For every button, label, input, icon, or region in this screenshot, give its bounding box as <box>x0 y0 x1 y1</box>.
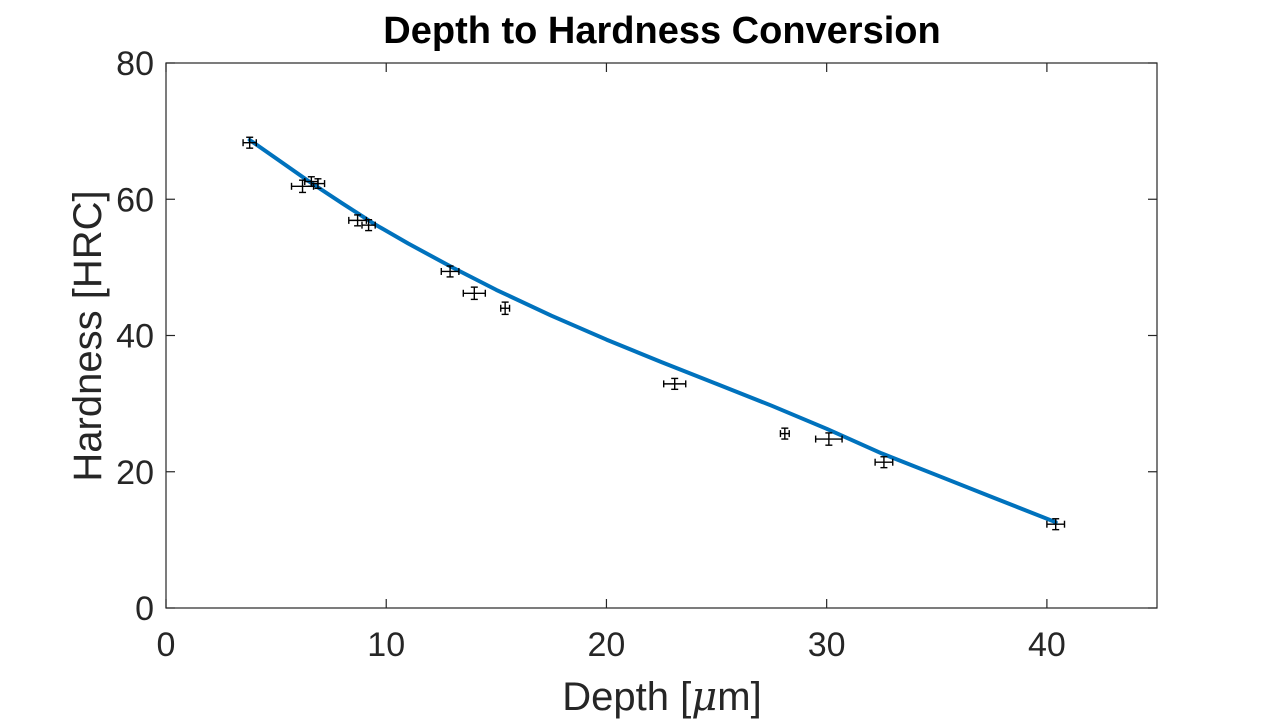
y-tick-label-4: 80 <box>116 45 154 83</box>
x-axis-label-suffix: m] <box>717 675 761 719</box>
data-point-13 <box>1046 518 1066 531</box>
x-axis-label-greek: μ <box>691 674 717 720</box>
y-tick-label-1: 20 <box>116 454 154 492</box>
data-point-11 <box>814 432 843 446</box>
x-axis-label-prefix: Depth [ <box>562 675 691 719</box>
x-tick-label-3: 30 <box>808 626 846 664</box>
measurement-points <box>242 136 1066 531</box>
data-point-7 <box>462 286 487 301</box>
fit-curve-layer <box>247 138 1058 525</box>
y-tick-label-3: 60 <box>116 181 154 219</box>
x-tick-label-4: 40 <box>1028 626 1066 664</box>
data-point-8 <box>500 301 511 316</box>
y-axis-label: Hardness [HRC] <box>66 190 110 481</box>
y-tick-label-2: 40 <box>116 318 154 356</box>
data-point-6 <box>440 265 460 278</box>
data-point-5 <box>361 218 376 232</box>
data-point-12 <box>874 456 894 469</box>
data-point-10 <box>779 427 790 440</box>
x-tick-label-1: 10 <box>367 626 405 664</box>
x-tick-label-2: 20 <box>588 626 626 664</box>
x-tick-label-0: 0 <box>157 626 176 664</box>
chart-title: Depth to Hardness Conversion <box>383 10 940 52</box>
axis-ticks <box>165 62 1157 609</box>
x-tick-labels: 0 10 20 30 40 <box>157 626 1066 664</box>
data-point-3 <box>310 178 326 190</box>
data-point-0 <box>242 136 257 149</box>
fit-curve <box>247 138 1058 525</box>
plot-area-frame <box>165 62 1158 609</box>
x-axis-label: Depth [μm] <box>562 674 761 720</box>
y-tick-labels: 0 20 40 60 80 <box>116 45 154 628</box>
y-tick-label-0: 0 <box>135 590 154 628</box>
data-point-9 <box>663 377 687 391</box>
